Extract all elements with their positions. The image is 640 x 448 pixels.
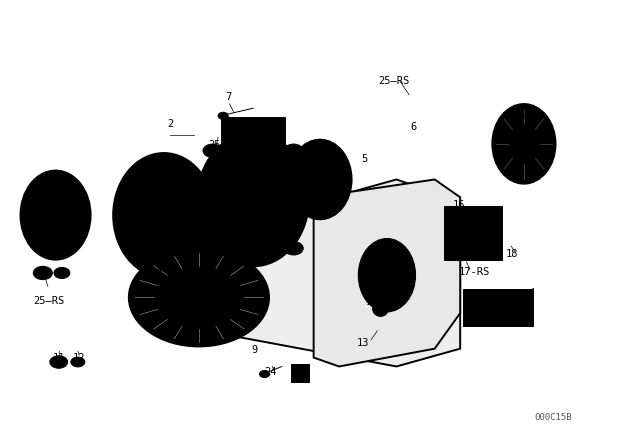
Text: 15: 15 [465, 245, 478, 255]
Text: 3: 3 [328, 198, 335, 207]
Ellipse shape [197, 133, 309, 266]
Circle shape [491, 301, 506, 312]
Circle shape [510, 134, 538, 154]
Ellipse shape [50, 356, 68, 368]
Circle shape [449, 225, 472, 241]
Circle shape [307, 171, 333, 188]
Bar [463, 289, 534, 327]
Bar [221, 117, 285, 144]
Ellipse shape [358, 238, 415, 312]
Ellipse shape [368, 251, 406, 300]
Ellipse shape [212, 148, 294, 251]
Text: 12: 12 [73, 353, 85, 362]
Text: 25–RS: 25–RS [379, 76, 410, 86]
Ellipse shape [54, 267, 70, 279]
Text: 4: 4 [312, 165, 319, 175]
Ellipse shape [301, 157, 339, 202]
Circle shape [468, 301, 484, 312]
Ellipse shape [74, 359, 82, 365]
Ellipse shape [57, 270, 67, 276]
Ellipse shape [71, 357, 85, 367]
PathPatch shape [314, 180, 460, 366]
Circle shape [284, 241, 303, 255]
Ellipse shape [54, 358, 64, 366]
Ellipse shape [33, 266, 52, 280]
Text: 5: 5 [362, 155, 367, 164]
Text: 11: 11 [52, 353, 65, 362]
Circle shape [203, 241, 222, 255]
Text: 25–RS: 25–RS [209, 140, 240, 150]
Circle shape [232, 120, 255, 136]
Ellipse shape [20, 171, 91, 260]
Ellipse shape [37, 269, 49, 277]
Circle shape [156, 210, 172, 220]
Circle shape [259, 370, 269, 378]
Text: 14: 14 [366, 297, 378, 307]
Text: 2: 2 [167, 119, 173, 129]
Circle shape [173, 280, 225, 315]
Text: 10: 10 [189, 242, 202, 252]
Text: 23: 23 [296, 374, 309, 384]
Text: 1: 1 [137, 268, 143, 278]
Text: 18: 18 [506, 249, 518, 259]
Bar [291, 364, 309, 382]
Text: 17-RS: 17-RS [459, 267, 490, 277]
Text: 000C15B: 000C15B [534, 413, 572, 422]
Text: 20: 20 [511, 165, 524, 175]
Circle shape [471, 225, 494, 241]
Text: 19: 19 [506, 131, 518, 141]
Circle shape [284, 144, 303, 157]
Ellipse shape [129, 249, 269, 346]
Text: 25–RS: 25–RS [33, 296, 65, 306]
Ellipse shape [27, 180, 84, 251]
Circle shape [218, 112, 228, 119]
Bar [444, 206, 502, 260]
PathPatch shape [205, 180, 460, 366]
Text: 9: 9 [251, 345, 257, 354]
Circle shape [513, 301, 529, 312]
Text: 21: 21 [522, 108, 534, 119]
Text: 8: 8 [156, 269, 162, 279]
Circle shape [203, 144, 222, 157]
Ellipse shape [151, 199, 177, 231]
Ellipse shape [492, 104, 556, 184]
Ellipse shape [141, 258, 256, 337]
Ellipse shape [372, 301, 388, 316]
Circle shape [254, 120, 277, 136]
Ellipse shape [237, 180, 269, 220]
Circle shape [48, 210, 63, 220]
Text: 6: 6 [410, 122, 417, 132]
Text: 22: 22 [484, 307, 497, 317]
Ellipse shape [113, 153, 215, 277]
Ellipse shape [43, 199, 68, 231]
Text: 7: 7 [226, 92, 232, 102]
Text: 13: 13 [357, 338, 369, 348]
Ellipse shape [288, 139, 352, 220]
Text: 24: 24 [264, 367, 277, 377]
Circle shape [180, 241, 190, 248]
Text: 16: 16 [452, 200, 465, 210]
